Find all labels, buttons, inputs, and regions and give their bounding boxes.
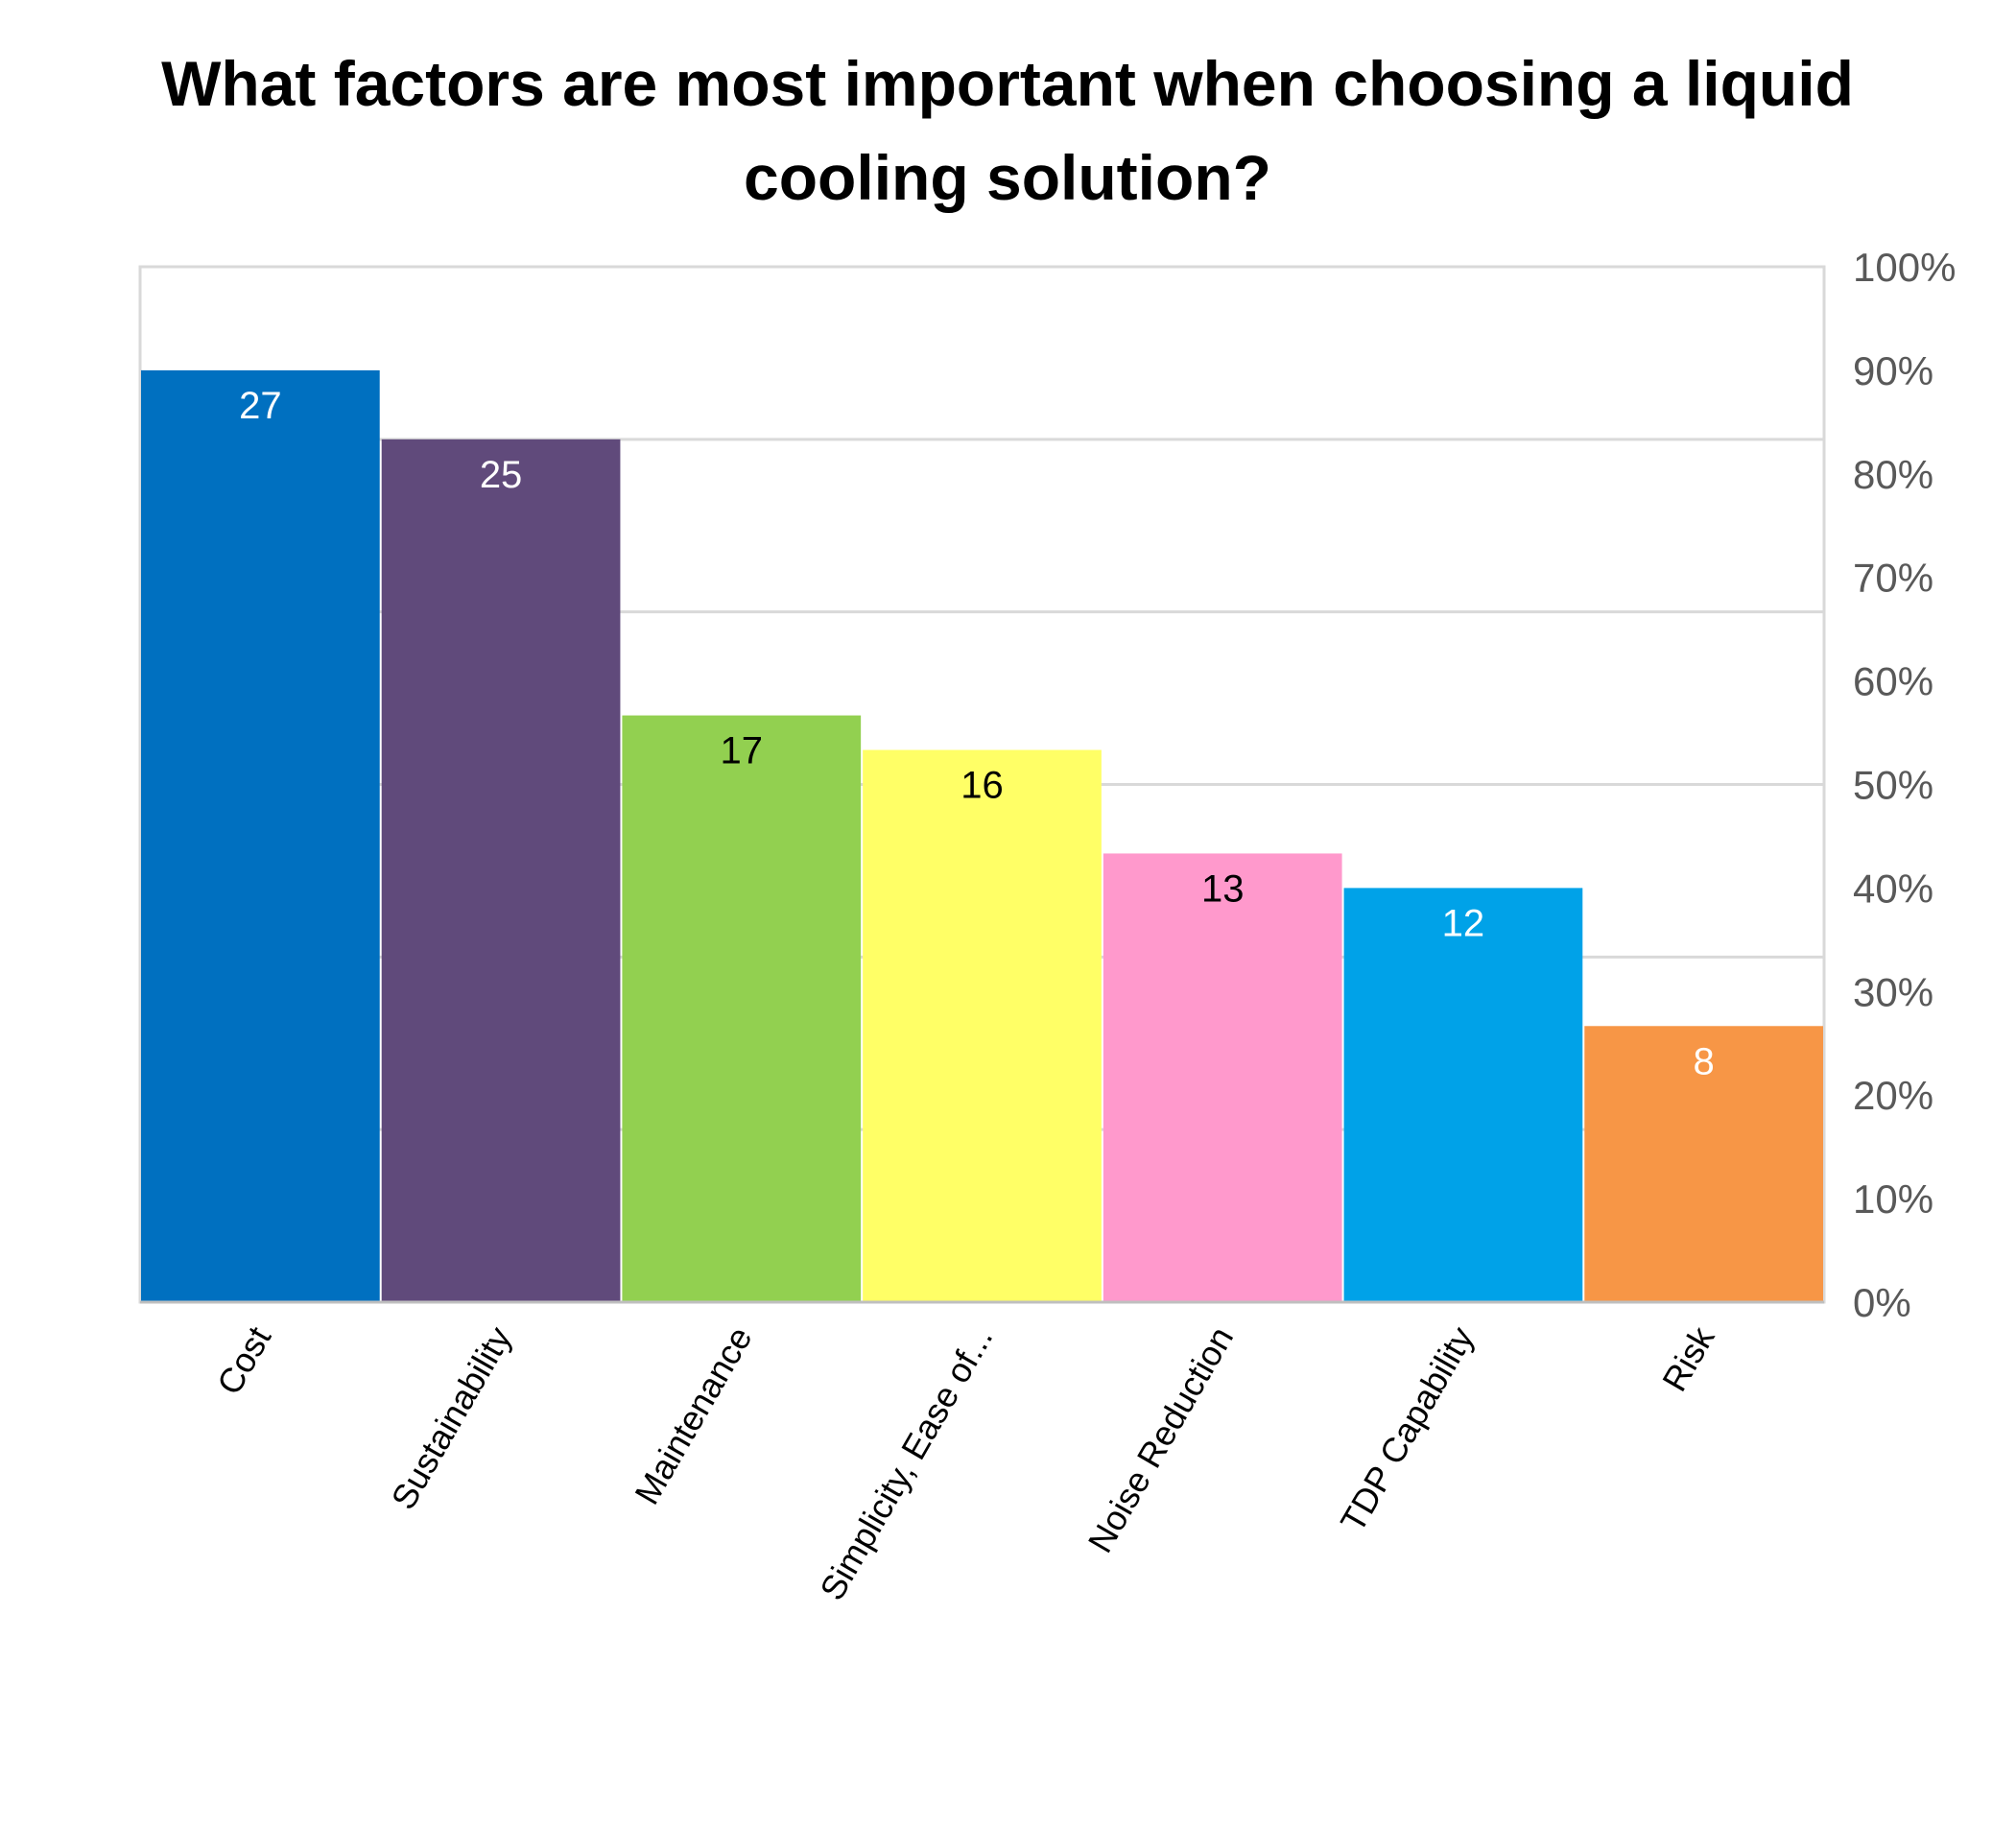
- category-label: Risk: [1654, 1319, 1722, 1398]
- y-tick-label: 10%: [1853, 1176, 1933, 1222]
- y-tick-label: 0%: [1853, 1280, 1911, 1325]
- data-label: 27: [239, 385, 282, 427]
- y-tick-label: 100%: [1853, 245, 1956, 290]
- data-label: 17: [721, 730, 764, 772]
- secondary-axis-ticks: 0% 10% 20% 30% 40% 50% 60% 70% 80% 90% 100%: [1853, 245, 1956, 1325]
- bar-sustainability: [381, 439, 621, 1302]
- y-tick-label: 20%: [1853, 1073, 1933, 1118]
- data-label: 13: [1201, 867, 1245, 910]
- category-label: Cost: [209, 1320, 279, 1402]
- y-tick-label: 60%: [1853, 659, 1933, 704]
- category-labels: Cost Sustainability Maintenance Simplicity,…: [209, 1319, 1722, 1607]
- data-label: 25: [480, 454, 523, 496]
- bar-noise-reduction: [1103, 853, 1342, 1302]
- y-tick-label: 30%: [1853, 969, 1933, 1014]
- category-label: Maintenance: [627, 1320, 760, 1511]
- bar-tdp-capability: [1343, 888, 1583, 1302]
- category-label: Sustainability: [383, 1320, 519, 1516]
- y-tick-label: 70%: [1853, 556, 1933, 601]
- bar-risk: [1584, 1026, 1823, 1302]
- data-labels: 27 25 17 16 13 12 8: [239, 385, 1715, 1082]
- y-tick-label: 50%: [1853, 763, 1933, 808]
- y-tick-label: 40%: [1853, 866, 1933, 911]
- bar-simplicity-ease-of: [863, 749, 1102, 1302]
- bar-cost: [141, 369, 380, 1302]
- bars: [141, 369, 1823, 1302]
- category-label: TDP Capability: [1333, 1320, 1482, 1539]
- y-tick-label: 80%: [1853, 452, 1933, 497]
- bar-maintenance: [622, 715, 862, 1302]
- data-label: 16: [961, 765, 1004, 807]
- y-tick-label: 90%: [1853, 348, 1933, 393]
- data-label: 12: [1442, 902, 1485, 944]
- category-label: Simplicity, Ease of...: [812, 1320, 1000, 1607]
- data-label: 8: [1694, 1040, 1715, 1082]
- chart-title: What factors are most important when cho…: [161, 48, 1854, 213]
- category-label: Noise Reduction: [1080, 1320, 1242, 1559]
